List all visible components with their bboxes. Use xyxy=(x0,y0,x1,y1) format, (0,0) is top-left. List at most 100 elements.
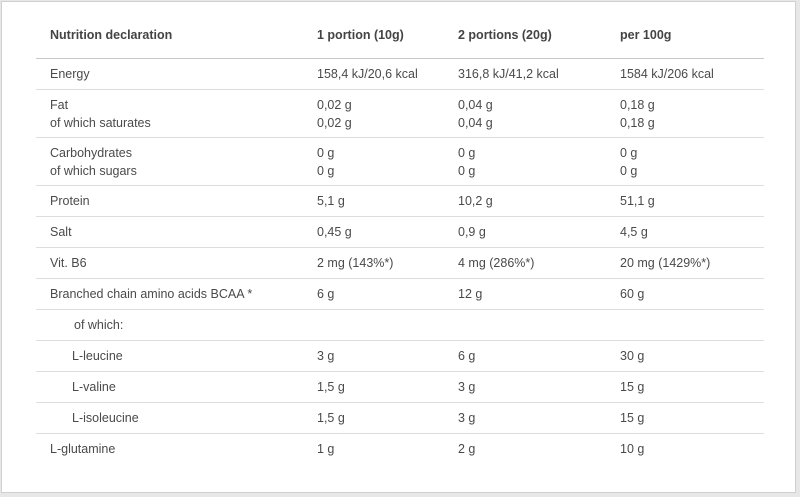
nutrient-value: 0 g xyxy=(458,163,476,178)
portion-1-cell: 1,5 g xyxy=(303,402,444,434)
nutrient-value: 0,04 g xyxy=(458,115,493,130)
per-100g-cell xyxy=(606,309,764,341)
nutrient-value: 0 g xyxy=(458,145,476,160)
portion-2-cell: 3 g xyxy=(444,402,606,434)
nutrient-label: L-valine xyxy=(72,380,116,394)
nutrient-value: 0,9 g xyxy=(458,225,486,239)
nutrient-label: Branched chain amino acids BCAA * xyxy=(50,287,253,301)
portion-1-cell: 0,45 g xyxy=(303,216,444,248)
portion-1-cell: 1,5 g xyxy=(303,371,444,403)
nutrient-value: 1,5 g xyxy=(317,411,345,425)
nutrient-value: 15 g xyxy=(620,411,645,425)
nutrient-value: 0,18 g xyxy=(620,97,655,112)
per-100g-cell: 0,18 g 0,18 g xyxy=(606,89,764,138)
nutrient-value: 6 g xyxy=(317,287,335,301)
nutrient-value: 2 mg (143%*) xyxy=(317,256,394,270)
nutrient-cell: Carbohydrates of which sugars xyxy=(36,137,303,186)
nutrient-value: 0,02 g xyxy=(317,115,352,130)
nutrient-cell: of which: xyxy=(36,309,303,341)
column-header-per-100g: per 100g xyxy=(606,12,764,59)
nutrient-value: 3 g xyxy=(458,380,476,394)
nutrient-label: L-glutamine xyxy=(50,442,116,456)
portion-1-cell: 0,02 g 0,02 g xyxy=(303,89,444,138)
nutrient-value: 3 g xyxy=(317,349,335,363)
nutrient-label: of which: xyxy=(74,318,124,332)
nutrient-value: 0 g xyxy=(620,163,638,178)
portion-2-cell: 4 mg (286%*) xyxy=(444,247,606,279)
nutrient-value: 10,2 g xyxy=(458,194,493,208)
nutrient-value: 0 g xyxy=(317,163,335,178)
portion-1-cell: 1 g xyxy=(303,434,444,465)
nutrient-value: 0 g xyxy=(317,145,335,160)
portion-1-cell: 6 g xyxy=(303,278,444,310)
portion-2-cell: 2 g xyxy=(444,434,606,465)
table-body: Energy 158,4 kJ/20,6 kcal 316,8 kJ/41,2 kc… xyxy=(36,58,764,465)
nutrient-cell: L-isoleucine xyxy=(36,402,303,434)
table-header-row: Nutrition declaration 1 portion (10g) 2 … xyxy=(36,12,764,59)
nutrient-value: 0 g xyxy=(620,145,638,160)
nutrient-cell: Protein xyxy=(36,185,303,217)
nutrient-label: of which sugars xyxy=(50,163,137,178)
nutrient-value: 158,4 kJ/20,6 kcal xyxy=(317,67,418,81)
nutrient-label: L-leucine xyxy=(72,349,123,363)
nutrient-value: 0,02 g xyxy=(317,97,352,112)
nutrient-value: 1584 kJ/206 kcal xyxy=(620,67,714,81)
table-row: Branched chain amino acids BCAA * 6 g 12 g… xyxy=(36,278,764,310)
per-100g-cell: 30 g xyxy=(606,340,764,372)
portion-2-cell xyxy=(444,309,606,341)
table-row: L-glutamine 1 g 2 g 10 g xyxy=(36,434,764,465)
nutrient-value: 0,04 g xyxy=(458,97,493,112)
nutrient-value: 15 g xyxy=(620,380,645,394)
nutrient-label: Salt xyxy=(50,225,72,239)
nutrient-label: of which saturates xyxy=(50,115,151,130)
column-header-2-portions: 2 portions (20g) xyxy=(444,12,606,59)
nutrient-value: 4,5 g xyxy=(620,225,648,239)
nutrient-value: 1 g xyxy=(317,442,335,456)
nutrient-value: 0,45 g xyxy=(317,225,352,239)
portion-1-cell xyxy=(303,309,444,341)
nutrient-value: 6 g xyxy=(458,349,476,363)
nutrient-value: 51,1 g xyxy=(620,194,655,208)
per-100g-cell: 1584 kJ/206 kcal xyxy=(606,58,764,90)
nutrient-cell: Energy xyxy=(36,58,303,90)
nutrient-value: 1,5 g xyxy=(317,380,345,394)
portion-1-cell: 158,4 kJ/20,6 kcal xyxy=(303,58,444,90)
portion-2-cell: 316,8 kJ/41,2 kcal xyxy=(444,58,606,90)
table-row: Salt 0,45 g 0,9 g 4,5 g xyxy=(36,216,764,248)
column-header-nutrient: Nutrition declaration xyxy=(36,12,303,59)
portion-2-cell: 3 g xyxy=(444,371,606,403)
nutrient-label: Fat xyxy=(50,97,69,112)
table-row: Protein 5,1 g 10,2 g 51,1 g xyxy=(36,185,764,217)
per-100g-cell: 20 mg (1429%*) xyxy=(606,247,764,279)
nutrient-cell: Fat of which saturates xyxy=(36,89,303,138)
portion-2-cell: 12 g xyxy=(444,278,606,310)
per-100g-cell: 4,5 g xyxy=(606,216,764,248)
nutrient-label: L-isoleucine xyxy=(72,411,139,425)
portion-2-cell: 6 g xyxy=(444,340,606,372)
nutrition-table: Nutrition declaration 1 portion (10g) 2 … xyxy=(36,12,764,464)
portion-2-cell: 10,2 g xyxy=(444,185,606,217)
nutrient-cell: L-leucine xyxy=(36,340,303,372)
per-100g-cell: 60 g xyxy=(606,278,764,310)
nutrient-label: Protein xyxy=(50,194,90,208)
nutrient-label: Carbohydrates xyxy=(50,145,132,160)
nutrient-value: 5,1 g xyxy=(317,194,345,208)
nutrient-value: 3 g xyxy=(458,411,476,425)
nutrient-cell: Vit. B6 xyxy=(36,247,303,279)
per-100g-cell: 15 g xyxy=(606,371,764,403)
nutrient-value: 2 g xyxy=(458,442,476,456)
per-100g-cell: 51,1 g xyxy=(606,185,764,217)
table-row: L-isoleucine 1,5 g 3 g 15 g xyxy=(36,402,764,434)
per-100g-cell: 15 g xyxy=(606,402,764,434)
table-row: L-valine 1,5 g 3 g 15 g xyxy=(36,371,764,403)
nutrient-cell: L-valine xyxy=(36,371,303,403)
nutrient-cell: Salt xyxy=(36,216,303,248)
table-row: Fat of which saturates 0,02 g 0,02 g 0,04 g 0… xyxy=(36,89,764,138)
per-100g-cell: 10 g xyxy=(606,434,764,465)
nutrient-value: 60 g xyxy=(620,287,645,301)
